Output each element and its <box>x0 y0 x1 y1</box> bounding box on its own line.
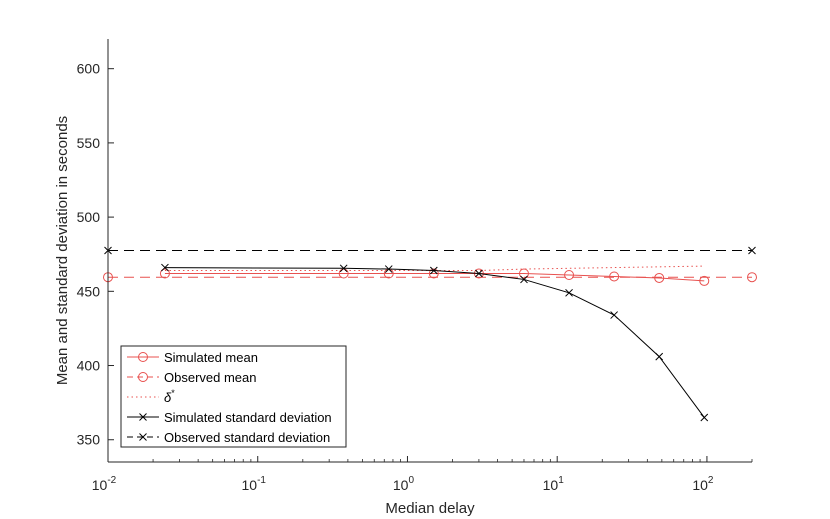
legend-label: Observed mean <box>164 370 257 385</box>
data-point <box>564 269 575 280</box>
x-tick-label: 101 <box>543 475 565 493</box>
data-point <box>700 413 709 422</box>
legend-entry: δ* <box>127 388 175 405</box>
data-point <box>428 268 439 279</box>
x-tick-label: 10-2 <box>92 475 117 493</box>
data-point <box>475 269 483 278</box>
data-point <box>610 311 618 319</box>
y-tick-label: 350 <box>77 432 101 448</box>
data-point <box>384 265 393 273</box>
legend-label: Simulated mean <box>164 350 258 365</box>
data-point <box>518 268 529 279</box>
data-point <box>699 275 710 286</box>
x-tick-label: 100 <box>393 475 415 493</box>
legend-marker <box>138 372 148 382</box>
y-axis-title: Mean and standard deviation in seconds <box>54 116 71 385</box>
legend-entry: Simulated mean <box>127 350 258 365</box>
series-3 <box>161 263 709 422</box>
legend-label: δ* <box>164 388 175 405</box>
data-point <box>655 352 664 361</box>
axes: 350 400 450 500 550 600 10-2 10-1 100 101 102 Media… <box>54 39 753 517</box>
data-point <box>565 288 573 297</box>
legend-entry: Simulated standard deviation <box>127 410 332 425</box>
legend-label: Observed standard deviation <box>164 430 330 445</box>
y-tick-label: 450 <box>77 283 101 299</box>
series-line <box>164 267 705 418</box>
series-1 <box>103 272 757 283</box>
series-4 <box>104 246 756 255</box>
legend-label: Simulated standard deviation <box>164 410 332 425</box>
x-tick-label: 10-1 <box>241 475 266 493</box>
legend-marker <box>139 433 147 441</box>
legend: Simulated mean Observed mean δ* Simulated s… <box>120 345 347 448</box>
legend-marker <box>138 352 148 362</box>
data-point <box>747 272 757 283</box>
x-axis-title: Median delay <box>385 500 475 517</box>
y-tick-label: 400 <box>77 358 101 374</box>
y-tick-label: 600 <box>77 61 101 77</box>
legend-entry: Observed standard deviation <box>127 430 330 445</box>
legend-marker <box>139 413 147 421</box>
y-tick-label: 550 <box>77 135 101 151</box>
data-point <box>654 272 665 283</box>
data-point <box>609 271 620 282</box>
data-point <box>161 263 169 272</box>
data-point <box>520 275 528 284</box>
x-tick-label: 102 <box>692 475 714 493</box>
data-point <box>159 268 170 279</box>
y-tick-label: 500 <box>77 209 101 225</box>
data-point <box>748 246 756 255</box>
data-point <box>339 264 348 273</box>
legend-entry: Observed mean <box>127 370 257 385</box>
data-point <box>429 266 438 275</box>
